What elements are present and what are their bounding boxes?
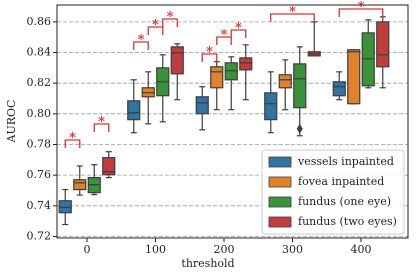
legend-label: fovea inpainted [298, 175, 384, 188]
box [293, 63, 307, 109]
legend-box [261, 149, 405, 235]
outlier [296, 123, 303, 134]
y-tick-label: 0.80 [27, 107, 52, 120]
significance-bracket [162, 18, 178, 27]
significance-bracket [270, 13, 315, 22]
significance-star: * [289, 5, 296, 20]
significance-bracket [64, 139, 81, 148]
significance-star: * [235, 21, 242, 36]
y-axis-label: AUROC [5, 100, 18, 144]
box [195, 96, 209, 115]
significance-star: * [167, 10, 174, 25]
box [102, 157, 116, 176]
box [239, 57, 253, 71]
x-tick-label: 400 [351, 243, 372, 256]
significance-star: * [138, 33, 145, 48]
significance-star: * [69, 131, 76, 146]
significance-star: * [358, 0, 365, 15]
y-tick-label: 0.78 [27, 137, 52, 150]
significance-bracket [216, 36, 232, 45]
significance-bracket [201, 53, 218, 62]
legend-label: fundus (two eyes) [298, 215, 397, 228]
y-tick-label: 0.82 [27, 76, 52, 89]
y-tick-label: 0.84 [27, 46, 52, 59]
x-tick-label: 100 [145, 243, 166, 256]
x-axis-label: threshold [181, 257, 234, 270]
significance-star: * [98, 115, 105, 130]
legend-swatch [268, 176, 292, 188]
x-tick-label: 200 [214, 243, 235, 256]
box [170, 46, 184, 75]
significance-bracket [93, 123, 110, 132]
legend-swatch [268, 156, 292, 168]
plot-frame [56, 4, 409, 239]
x-tick-label: 0 [84, 243, 91, 256]
significance-star: * [152, 18, 159, 33]
y-tick-label: 0.74 [27, 199, 52, 212]
box [210, 66, 224, 89]
box [73, 179, 87, 191]
y-tick-label: 0.72 [27, 229, 52, 242]
legend-label: vessels inpainted [297, 155, 394, 168]
significance-bracket [133, 41, 149, 50]
significance-bracket [338, 8, 384, 17]
box [127, 100, 141, 121]
y-tick-label: 0.76 [27, 168, 52, 181]
significance-bracket [230, 29, 247, 38]
box [332, 81, 346, 97]
significance-star: * [206, 45, 213, 60]
significance-star: * [221, 28, 228, 43]
significance-bracket [147, 26, 164, 35]
box [278, 74, 292, 89]
y-tick-label: 0.86 [27, 15, 52, 28]
box [58, 200, 72, 214]
legend-label: fundus (one eye) [298, 195, 391, 208]
legend-swatch [268, 196, 292, 208]
box [264, 92, 278, 121]
legend-swatch [268, 216, 292, 228]
box [376, 21, 390, 68]
box [347, 49, 361, 105]
x-tick-label: 300 [282, 243, 303, 256]
